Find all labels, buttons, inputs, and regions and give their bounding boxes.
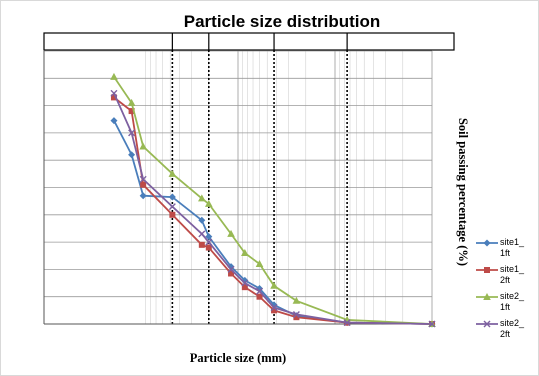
data-point <box>241 284 248 291</box>
legend-marker <box>484 267 490 273</box>
data-point-stroke <box>292 310 300 318</box>
data-point <box>228 270 235 277</box>
y-axis-title: Soil passing percentage (%) <box>456 118 470 266</box>
legend-item: site2_ 1ft <box>476 291 525 312</box>
data-point <box>241 249 249 257</box>
data-point <box>227 265 235 273</box>
data-point-stroke <box>205 238 213 246</box>
data-point <box>292 310 300 318</box>
legend-label-line: 1ft <box>500 302 511 312</box>
data-point <box>343 319 351 327</box>
data-point <box>205 244 212 251</box>
data-point <box>140 181 147 188</box>
data-point <box>270 281 278 289</box>
legend-label: site2_ 1ft <box>500 291 525 312</box>
legend-item: site2_ 2ft <box>476 318 525 339</box>
legend-label-line: 2ft <box>500 329 511 339</box>
data-point <box>256 287 264 295</box>
data-point <box>139 192 147 200</box>
data-point-stroke <box>168 203 176 211</box>
sieve-lines <box>171 50 348 324</box>
data-point <box>168 193 176 201</box>
data-point-stroke <box>198 230 206 238</box>
chart-title: Particle size distribution <box>184 12 381 31</box>
legend-marker-stroke <box>483 320 491 328</box>
data-point-stroke <box>110 89 118 97</box>
data-point <box>128 108 135 115</box>
legend-item: site1_ 2ft <box>476 264 525 285</box>
data-point <box>270 304 278 312</box>
data-point <box>139 142 147 150</box>
data-point <box>139 175 147 183</box>
data-point <box>271 307 278 314</box>
data-point-stroke <box>241 279 249 287</box>
data-point <box>127 98 136 106</box>
data-point <box>110 72 118 80</box>
legend-label-line: 1ft <box>500 248 511 258</box>
data-point <box>128 129 136 137</box>
data-point <box>256 293 263 300</box>
legend-label: site1_ 2ft <box>500 264 525 285</box>
data-point <box>198 194 206 202</box>
data-point-stroke <box>227 265 235 273</box>
data-point <box>293 314 300 321</box>
legend-marker <box>483 293 491 300</box>
data-point <box>428 320 436 328</box>
data-point <box>292 296 301 304</box>
data-point <box>205 199 213 207</box>
band-header-box <box>43 32 455 51</box>
legend-item: site1_ 1ft <box>476 237 525 258</box>
soil-band-header <box>43 32 455 51</box>
x-axis-title: Particle size (mm) <box>190 351 286 365</box>
legend-label-line: site1_ <box>500 264 525 274</box>
data-point <box>110 117 118 125</box>
data-point <box>198 216 206 224</box>
data-point <box>255 259 264 267</box>
data-point <box>205 238 213 246</box>
legend-label-line: 2ft <box>500 275 511 285</box>
data-point-stroke <box>256 287 264 295</box>
data-point <box>205 233 213 241</box>
data-point <box>198 230 206 238</box>
data-point-stroke <box>270 304 278 312</box>
data-point-stroke <box>428 320 436 328</box>
data-point-stroke <box>128 129 136 137</box>
series-4 <box>110 89 436 328</box>
data-point-stroke <box>139 175 147 183</box>
data-series <box>110 72 436 328</box>
legend-marker <box>483 320 491 328</box>
data-point <box>168 203 176 211</box>
legend-label-line: site1_ <box>500 237 525 247</box>
data-point <box>128 151 136 159</box>
axes <box>43 51 432 325</box>
data-point <box>241 279 249 287</box>
data-point <box>227 229 235 237</box>
legend-label: site1_ 1ft <box>500 237 525 258</box>
legend-marker <box>483 239 491 247</box>
data-point <box>110 89 118 97</box>
data-point-stroke <box>343 319 351 327</box>
legend-label: site2_ 2ft <box>500 318 525 339</box>
data-point <box>198 241 205 248</box>
data-point <box>169 211 176 218</box>
legend-label-line: site2_ <box>500 291 525 301</box>
data-point <box>110 94 117 101</box>
legend-label-line: site2_ <box>500 318 525 328</box>
data-point <box>168 169 177 177</box>
